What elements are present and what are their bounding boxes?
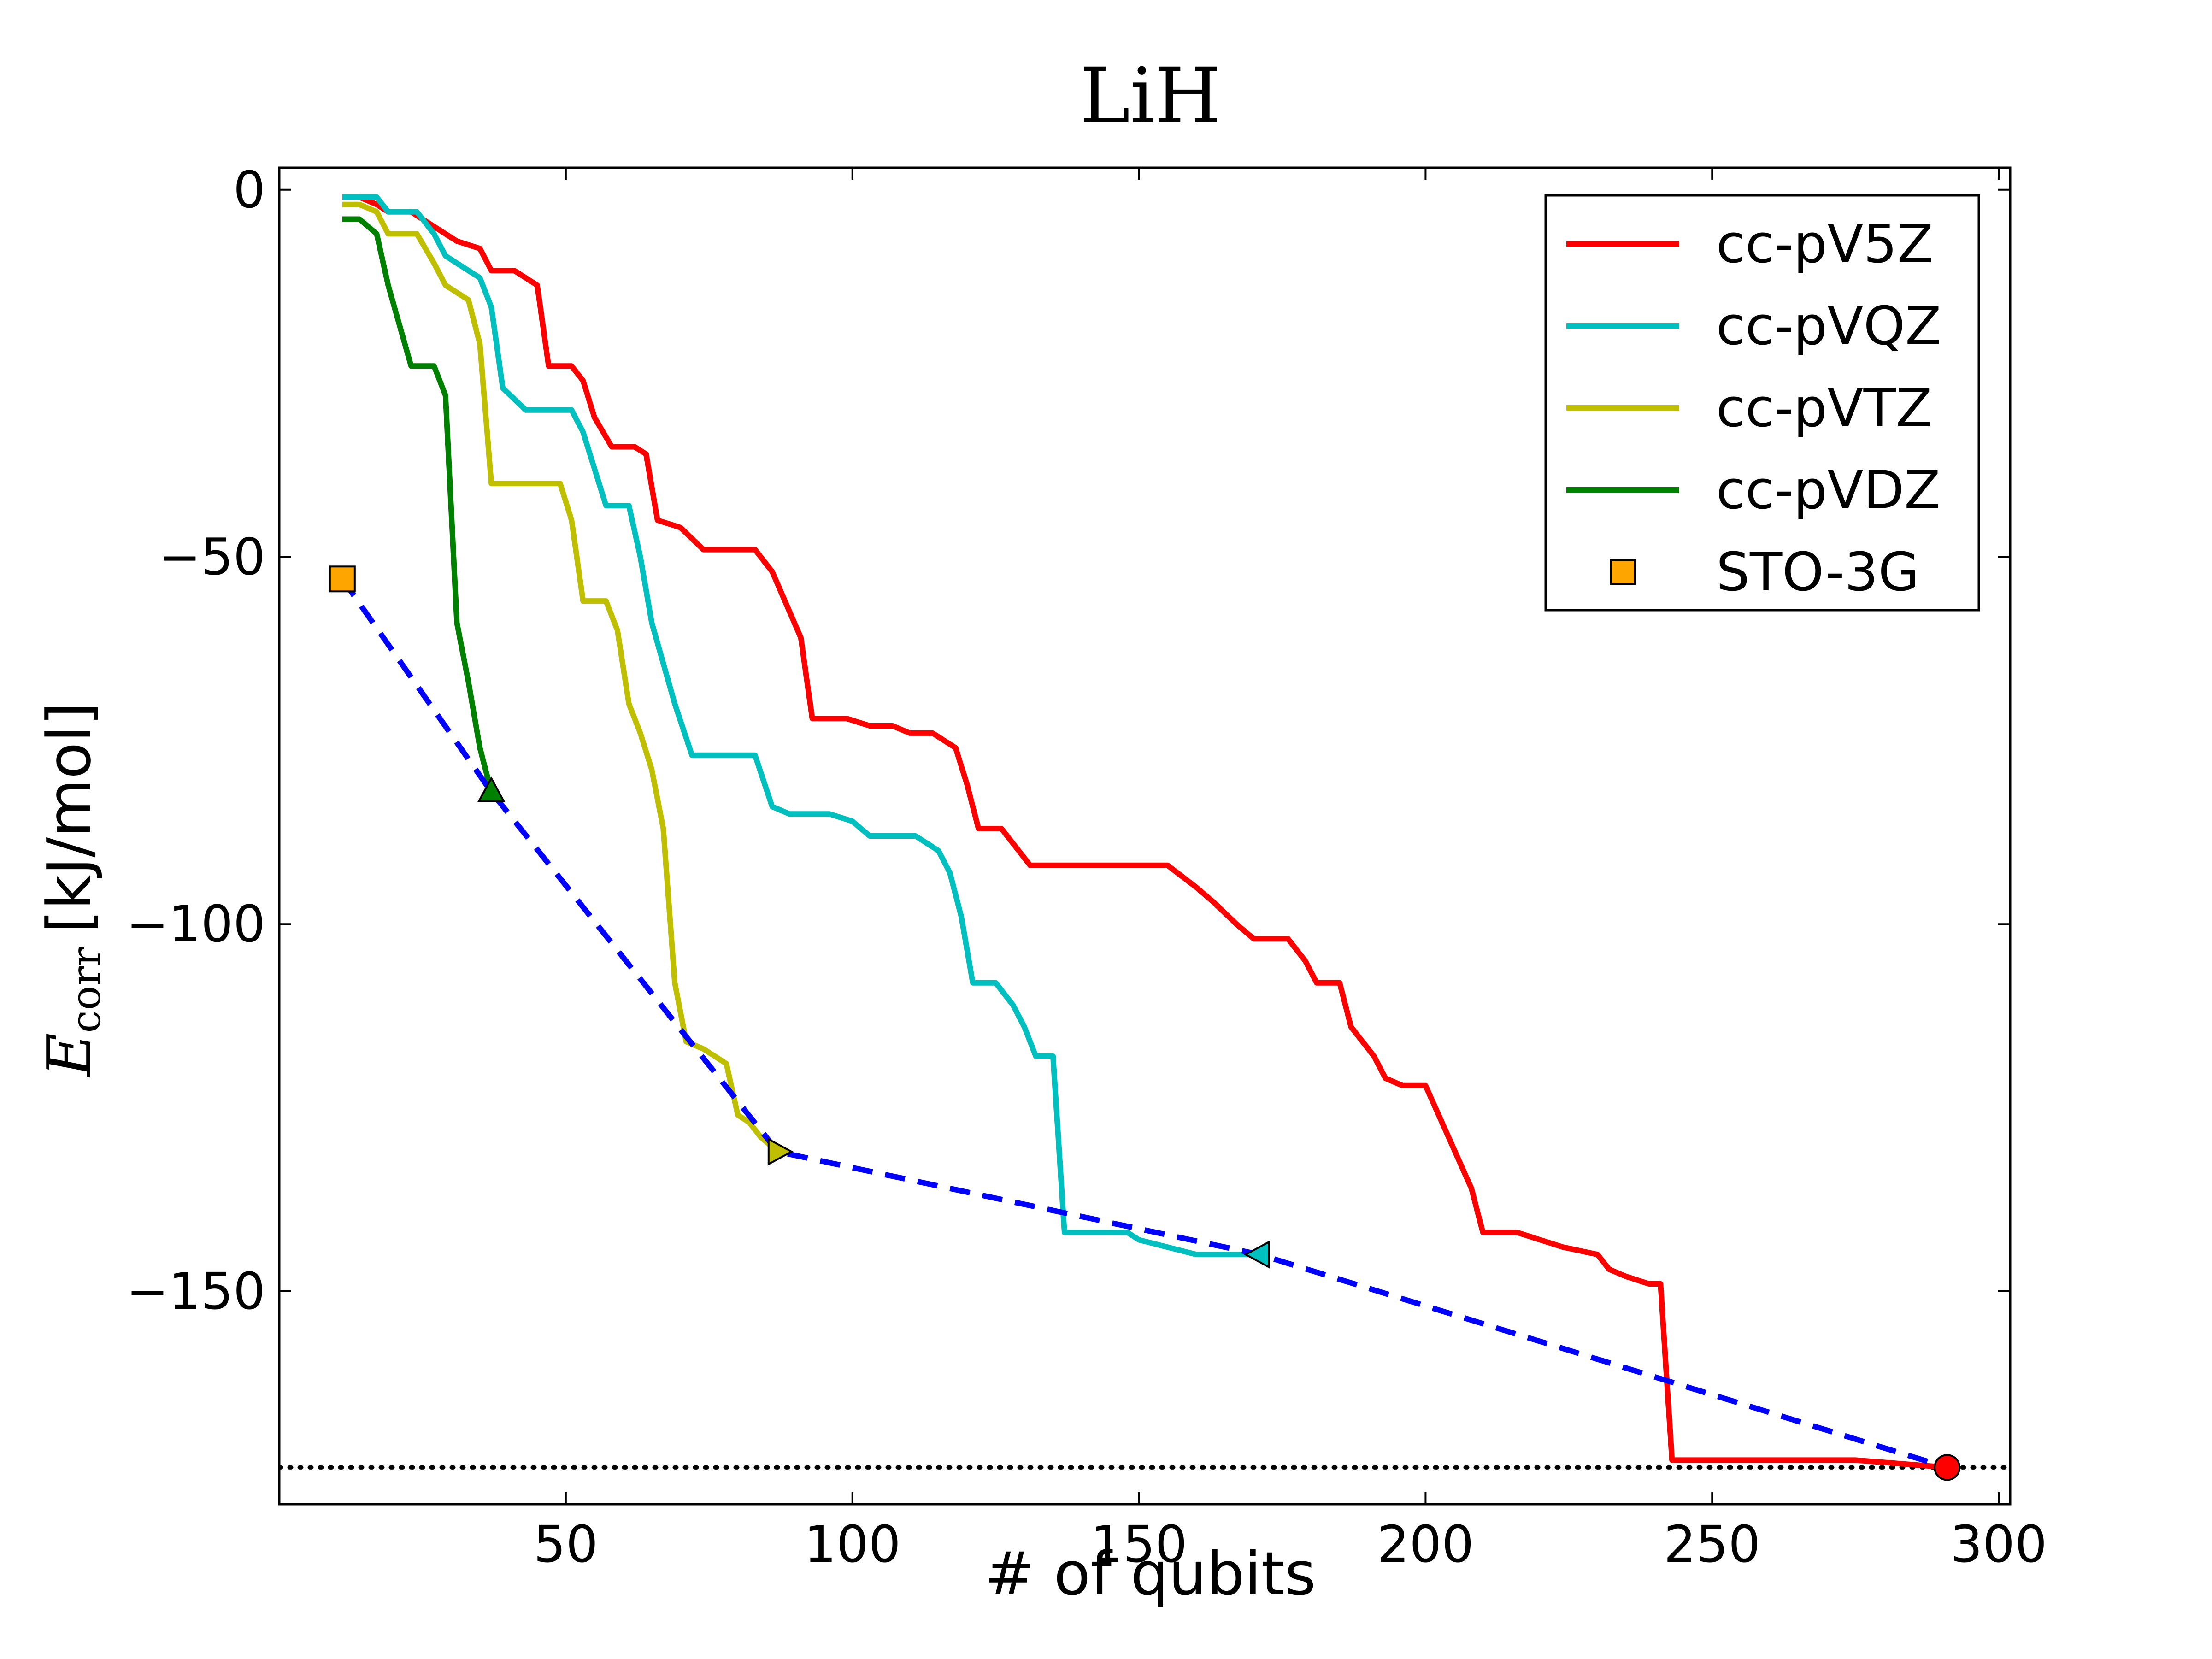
- series-line-cc-pv5z: [342, 194, 1947, 1471]
- legend-label-cc-pvqz: cc-pVQZ: [1716, 295, 1941, 357]
- series-line-cc-pvtz: [342, 201, 780, 1154]
- legend: cc-pV5Z cc-pVQZ cc-pVTZ cc-pVDZ STO-3G: [1544, 194, 1980, 612]
- endpoint-marker-cc-pv5z: [1934, 1454, 1961, 1481]
- sto-3g-marker: [329, 565, 356, 593]
- series-line-cc-pvqz: [342, 194, 1259, 1258]
- x-axis-label: # of qubits: [984, 1539, 1316, 1609]
- extrapolation-line: [340, 577, 1948, 1471]
- series-line-cc-pvdz: [342, 216, 494, 793]
- y-axis-label-symbol: E: [34, 1033, 104, 1077]
- endpoint-marker-cc-pvdz: [477, 776, 506, 802]
- axes: 50 100 150 200 250 300 0 −50 −100 −150: [126, 160, 2047, 1574]
- legend-label-sto-3g: STO-3G: [1716, 541, 1919, 603]
- legend-label-cc-pvtz: cc-pVTZ: [1716, 377, 1932, 439]
- endpoint-marker-cc-pvqz: [1243, 1240, 1270, 1269]
- y-tick-label: 0: [233, 160, 265, 219]
- x-tick-label: 250: [1664, 1515, 1760, 1574]
- legend-label-cc-pvdz: cc-pVDZ: [1716, 459, 1941, 521]
- x-tick-label: 100: [804, 1515, 901, 1574]
- y-tick-label: −50: [159, 528, 265, 587]
- x-tick-label: 200: [1377, 1515, 1474, 1574]
- x-tick-label: 300: [1950, 1515, 2047, 1574]
- chart-title: LiH: [1080, 52, 1221, 140]
- plot-area: [279, 194, 2010, 1481]
- y-tick-label: −150: [126, 1262, 265, 1321]
- x-tick-label: 150: [1091, 1515, 1188, 1574]
- y-axis-label-unit: [kJ/mol]: [34, 702, 104, 933]
- x-tick-label: 50: [534, 1515, 598, 1574]
- legend-marker-sto-3g: [1610, 559, 1636, 585]
- plot-frame: [278, 166, 2012, 1506]
- endpoint-marker-cc-pvtz: [767, 1137, 794, 1166]
- y-tick-label: −100: [126, 894, 265, 953]
- legend-label-cc-pv5z: cc-pV5Z: [1716, 213, 1934, 275]
- y-axis-label: Ecorr [kJ/mol]: [34, 702, 110, 1077]
- legend-box: [1544, 194, 1980, 612]
- y-axis-label-subscript: corr: [62, 947, 110, 1033]
